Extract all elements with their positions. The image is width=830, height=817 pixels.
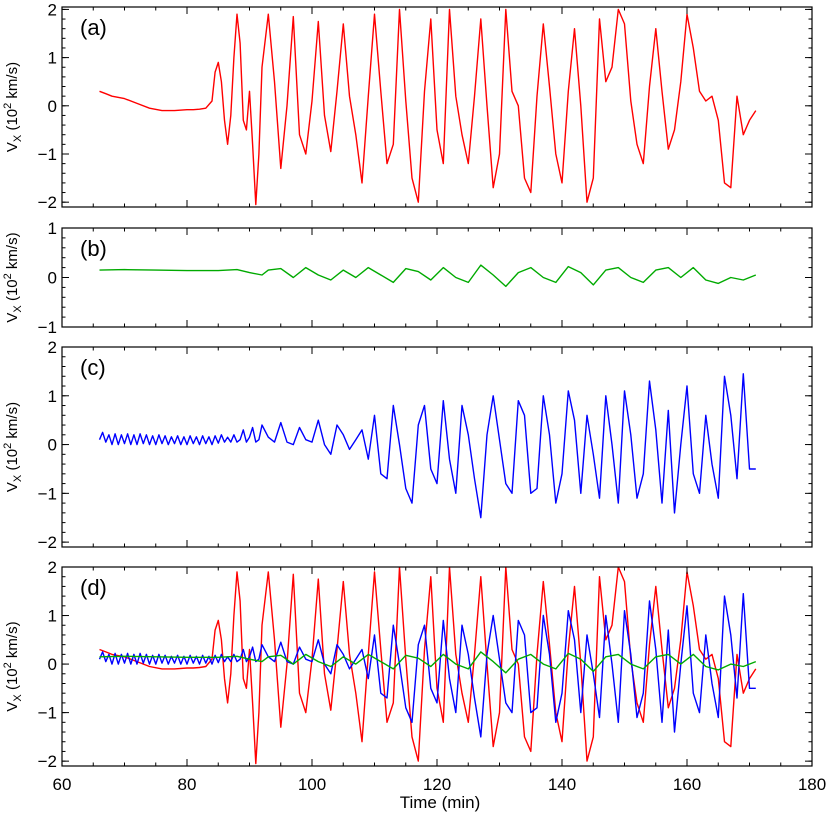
y-tick-label: 0 — [48, 269, 57, 288]
y-tick-label: 1 — [48, 49, 57, 68]
y-axis-label: VX (102 km/s) — [2, 402, 24, 492]
plot-frame — [61, 346, 813, 548]
y-tick-label: 0 — [48, 97, 57, 116]
y-tick-label: −1 — [38, 704, 57, 723]
x-tick-label: 180 — [798, 775, 826, 794]
panel-b: −1 0 1 (b) VX (102 km/s) — [2, 219, 813, 337]
y-tick-label: −1 — [38, 318, 57, 337]
x-tick-label: 140 — [548, 775, 576, 794]
series-line-red — [99, 8, 757, 206]
y-tick-label: 0 — [48, 655, 57, 674]
y-tick-label: −1 — [38, 484, 57, 503]
y-tick-label: 2 — [48, 338, 57, 357]
y-tick-label: −2 — [38, 533, 57, 552]
y-tick-label: 0 — [48, 436, 57, 455]
x-tick-label: 120 — [423, 775, 451, 794]
y-tick-label: −1 — [38, 145, 57, 164]
x-axis-ticks: 60 80 100 120 140 160 180 — [53, 775, 827, 794]
y-tick-label: 2 — [48, 558, 57, 577]
plot-frame — [61, 227, 813, 328]
series-line-red — [99, 567, 757, 765]
y-tick-label: −2 — [38, 752, 57, 771]
y-axis-label: VX (102 km/s) — [2, 232, 24, 322]
plot-frame — [61, 6, 813, 208]
plot-frame — [61, 566, 813, 767]
series-line-green — [99, 264, 757, 288]
panel-a: −2 −1 0 1 2 (a) VX (102 km/s) — [2, 0, 813, 212]
y-axis-label: VX (102 km/s) — [2, 62, 24, 152]
y-tick-label: 2 — [48, 0, 57, 19]
x-tick-label: 60 — [53, 775, 72, 794]
series-line-green — [99, 651, 757, 674]
panel-label: (d) — [80, 575, 107, 600]
panel-label: (a) — [80, 15, 107, 40]
x-tick-label: 160 — [673, 775, 701, 794]
y-axis-label: VX (102 km/s) — [2, 621, 24, 711]
panel-label: (c) — [80, 355, 106, 380]
y-tick-label: −2 — [38, 193, 57, 212]
panel-label: (b) — [80, 236, 107, 261]
y-tick-label: 1 — [48, 387, 57, 406]
panel-c: −2 −1 0 1 2 (c) VX (102 km/s) — [2, 338, 813, 552]
series-line-blue — [98, 373, 756, 519]
y-tick-label: 1 — [48, 219, 57, 238]
x-axis-label: Time (min) — [400, 793, 481, 812]
x-tick-label: 100 — [298, 775, 326, 794]
y-tick-label: 1 — [48, 607, 57, 626]
x-tick-label: 80 — [178, 775, 197, 794]
series-line-blue — [98, 593, 756, 738]
panel-d: −2 −1 0 1 2 (d) VX (102 km/s) — [2, 558, 813, 771]
